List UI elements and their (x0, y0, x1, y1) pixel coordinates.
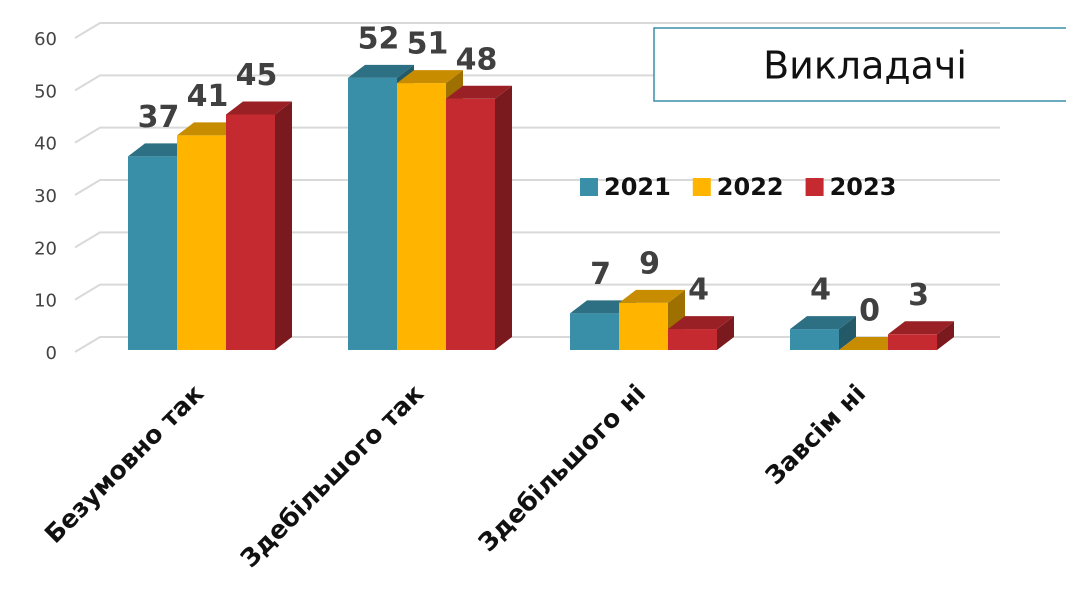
bar-side (839, 316, 856, 350)
bar (128, 156, 177, 350)
bar-side (937, 321, 954, 350)
y-tick-label: 30 (34, 186, 57, 207)
legend-label: 2022 (717, 173, 784, 201)
value-label: 48 (456, 42, 498, 77)
grid-line (74, 126, 1000, 144)
x-tick-label: Здебільшого так (235, 379, 430, 574)
value-label: 3 (908, 278, 929, 313)
value-label: 37 (138, 100, 180, 135)
value-label: 52 (358, 21, 400, 56)
grid-line (74, 283, 1000, 301)
grid-line (74, 22, 1000, 39)
bar (397, 83, 446, 350)
bar (570, 313, 619, 350)
x-tick-label: Безумовно так (39, 379, 209, 549)
bar (177, 135, 226, 350)
y-tick-label: 0 (46, 343, 57, 364)
legend-label: 2021 (604, 173, 671, 201)
y-tick-label: 50 (34, 81, 57, 102)
bar-top (888, 321, 954, 335)
bar-top (226, 101, 292, 115)
bar-side (717, 316, 734, 350)
bar-side (495, 85, 512, 351)
x-tick-label: Здебільшого ні (473, 379, 652, 558)
value-label: 4 (810, 273, 831, 308)
legend-swatch (692, 178, 711, 196)
bar (668, 329, 717, 350)
y-tick-label: 60 (34, 29, 57, 50)
chart-title: Викладачі (763, 44, 967, 88)
bar-top (668, 316, 734, 330)
bar (790, 329, 839, 350)
bar-side (275, 101, 292, 350)
value-label: 51 (407, 27, 449, 62)
bar-top (790, 316, 856, 330)
title-box (653, 27, 1066, 102)
bar-top (446, 85, 512, 99)
value-label: 0 (859, 294, 880, 329)
bar-top (619, 289, 685, 303)
value-label: 45 (236, 58, 278, 93)
x-tick-label: Завсім ні (760, 379, 872, 491)
bar (619, 302, 668, 350)
legend-swatch (805, 178, 824, 196)
bar (888, 334, 937, 350)
legend-label: 2023 (830, 173, 897, 201)
bar (348, 77, 397, 350)
value-label: 7 (590, 257, 611, 292)
grid-line (74, 231, 1000, 249)
bar (446, 98, 495, 350)
value-label: 9 (639, 246, 660, 281)
bar-top (348, 64, 414, 78)
value-label: 4 (688, 273, 709, 308)
value-label: 41 (187, 79, 229, 114)
y-tick-label: 40 (34, 134, 57, 155)
bar (226, 114, 275, 350)
bar-top (397, 70, 463, 84)
y-tick-label: 10 (34, 291, 57, 312)
legend-swatch (580, 178, 598, 196)
y-tick-label: 20 (34, 238, 57, 259)
